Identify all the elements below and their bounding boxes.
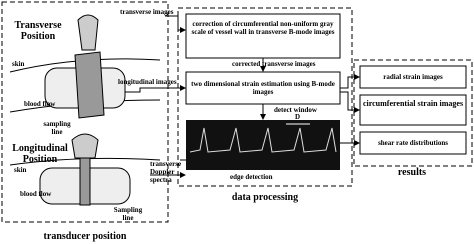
label: longitudinal images <box>118 78 177 86</box>
result-text: shear rate distributions <box>378 139 448 147</box>
arrow <box>115 85 186 93</box>
step-text: two dimensional strain estimation using … <box>191 80 335 96</box>
correction-box <box>185 13 341 59</box>
panel-title: results <box>397 167 427 178</box>
label: corrected transverse images <box>232 60 316 68</box>
label: skin <box>14 166 27 174</box>
label: edge detection <box>230 173 273 181</box>
label: Transverse Position <box>14 20 62 42</box>
transducer <box>71 133 99 159</box>
label: sampling line <box>43 120 71 136</box>
scan-plane <box>79 154 91 206</box>
results-frame <box>353 59 473 167</box>
panel-title: data processing <box>231 192 299 203</box>
spectrum-trace <box>189 127 337 153</box>
arrow <box>340 74 360 89</box>
label: D <box>295 113 301 121</box>
result-box <box>359 94 467 126</box>
label: blood flow <box>20 190 52 198</box>
label: detect window <box>274 106 317 114</box>
transducer-frame <box>1 1 169 223</box>
label: transverse Doppler spectra <box>150 160 182 184</box>
result-text: radial strain images <box>383 73 443 81</box>
result-box <box>359 131 467 155</box>
label: Sampling line <box>113 206 143 222</box>
scan-plane <box>74 51 105 119</box>
label: blood flow <box>24 100 56 108</box>
result-text: circumferential strain images <box>362 99 464 108</box>
label: skin <box>12 60 25 68</box>
arrow <box>165 15 186 33</box>
panel-title: transducer position <box>43 231 127 242</box>
transducer <box>77 14 99 51</box>
arrow <box>340 91 360 113</box>
label: transverse images <box>120 8 174 16</box>
label: Longitudinal Position <box>12 143 68 165</box>
result-box <box>359 65 467 89</box>
step-text: correction of circumferential non-unifor… <box>191 20 335 36</box>
